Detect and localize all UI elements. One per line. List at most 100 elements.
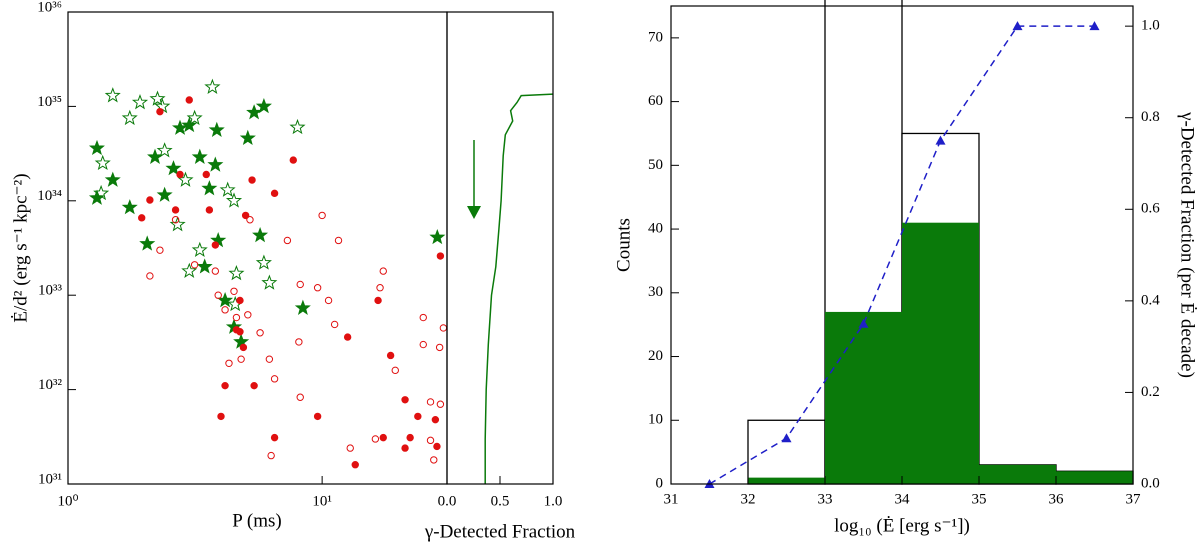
circle-point xyxy=(391,366,399,375)
y2-tick-label: 1.0 xyxy=(1141,18,1160,34)
x-tick-label: 0.5 xyxy=(491,493,510,509)
star-point xyxy=(219,181,236,197)
circle-point xyxy=(386,351,395,360)
star-point xyxy=(204,78,221,94)
circle-point xyxy=(313,284,322,292)
circle-point xyxy=(295,338,303,346)
star-point xyxy=(156,186,173,202)
circle-point xyxy=(435,343,444,352)
x-axis-label: log₁₀ (Ė [erg s⁻¹]) xyxy=(834,515,970,536)
y2-tick-label: 0.0 xyxy=(1141,475,1160,491)
circle-point xyxy=(431,415,440,424)
circle-point xyxy=(270,189,279,198)
y-tick-label: 10³⁶ xyxy=(37,0,62,15)
circle-point xyxy=(211,267,220,275)
circle-point xyxy=(283,236,292,245)
x-tick-label: 37 xyxy=(1126,491,1142,507)
star-point xyxy=(201,180,218,196)
y2-tick-label: 0.2 xyxy=(1141,384,1160,400)
circle-point xyxy=(289,156,297,164)
star-point xyxy=(121,109,138,126)
star-point xyxy=(169,216,186,232)
circle-point xyxy=(236,328,244,336)
circle-point xyxy=(439,324,448,332)
histogram-bar xyxy=(747,419,826,485)
star-point xyxy=(147,148,164,164)
y-tick-label: 50 xyxy=(648,157,663,173)
star-point xyxy=(94,154,111,171)
histogram-bar xyxy=(825,311,902,484)
histogram-bar xyxy=(748,477,825,484)
histogram-bar xyxy=(902,222,979,484)
star-point xyxy=(255,97,272,114)
fraction-line xyxy=(484,93,554,484)
circle-point xyxy=(267,451,275,460)
circle-point xyxy=(202,170,210,179)
circle-point xyxy=(205,206,214,214)
circle-point xyxy=(436,400,445,408)
star-point xyxy=(196,258,213,274)
triangle-point xyxy=(1012,21,1023,31)
plot-frame xyxy=(446,11,554,485)
circle-point xyxy=(426,398,435,406)
star-point xyxy=(289,118,306,135)
circle-point xyxy=(221,306,229,314)
circle-point xyxy=(374,296,382,305)
x-tick-label: 10⁰ xyxy=(57,493,78,509)
star-point xyxy=(165,160,182,176)
circle-point xyxy=(376,284,384,292)
y-axis-label: Counts xyxy=(613,218,634,272)
star-point xyxy=(228,264,245,281)
star-point xyxy=(139,235,156,251)
star-point xyxy=(225,192,243,208)
circle-point xyxy=(241,211,250,220)
circle-point xyxy=(313,412,322,421)
circle-point xyxy=(401,396,409,404)
circle-point xyxy=(379,433,387,442)
circle-point xyxy=(433,442,441,451)
star-point xyxy=(186,109,203,126)
circle-point xyxy=(244,311,252,319)
x-axis-label: γ-Detected Fraction xyxy=(424,521,576,542)
circle-point xyxy=(156,246,164,254)
circle-point xyxy=(171,216,180,224)
star-point xyxy=(104,171,121,187)
y-tick-label: 20 xyxy=(648,348,663,364)
circle-point xyxy=(334,236,343,245)
x-tick-label: 31 xyxy=(664,491,679,507)
star-point xyxy=(255,254,272,270)
star-point xyxy=(181,262,198,279)
circle-point xyxy=(237,355,245,363)
triangle-point xyxy=(781,433,792,443)
histogram-bar xyxy=(979,464,1056,484)
y-tick-label: 10³³ xyxy=(38,283,62,299)
star-point xyxy=(217,291,234,308)
circle-point xyxy=(248,176,256,184)
circle-point xyxy=(156,107,164,116)
circle-point xyxy=(250,381,258,390)
circle-point xyxy=(419,340,427,349)
y-tick-label: 10³⁵ xyxy=(37,94,62,110)
y2-tick-label: 0.4 xyxy=(1141,292,1160,308)
circle-point xyxy=(436,252,445,260)
circle-point xyxy=(379,267,387,275)
circle-point xyxy=(324,296,333,305)
circle-point xyxy=(239,343,248,352)
circle-point xyxy=(146,272,154,280)
circle-point xyxy=(176,170,184,179)
circle-point xyxy=(211,241,220,249)
circle-point xyxy=(270,433,279,442)
triangle-point xyxy=(935,135,946,145)
y2-axis-label: γ-Detected Fraction (per Ė decade) xyxy=(1177,111,1198,378)
circle-point xyxy=(343,333,352,341)
y-tick-label: 40 xyxy=(648,221,663,237)
x-tick-label: 32 xyxy=(741,491,756,507)
star-point xyxy=(93,184,110,201)
x-tick-label: 34 xyxy=(895,491,911,507)
star-point xyxy=(239,129,256,146)
circle-point xyxy=(256,329,264,337)
circle-point xyxy=(214,291,222,299)
circle-point xyxy=(270,375,279,383)
x-tick-label: 36 xyxy=(1049,491,1065,507)
star-point xyxy=(261,274,278,290)
